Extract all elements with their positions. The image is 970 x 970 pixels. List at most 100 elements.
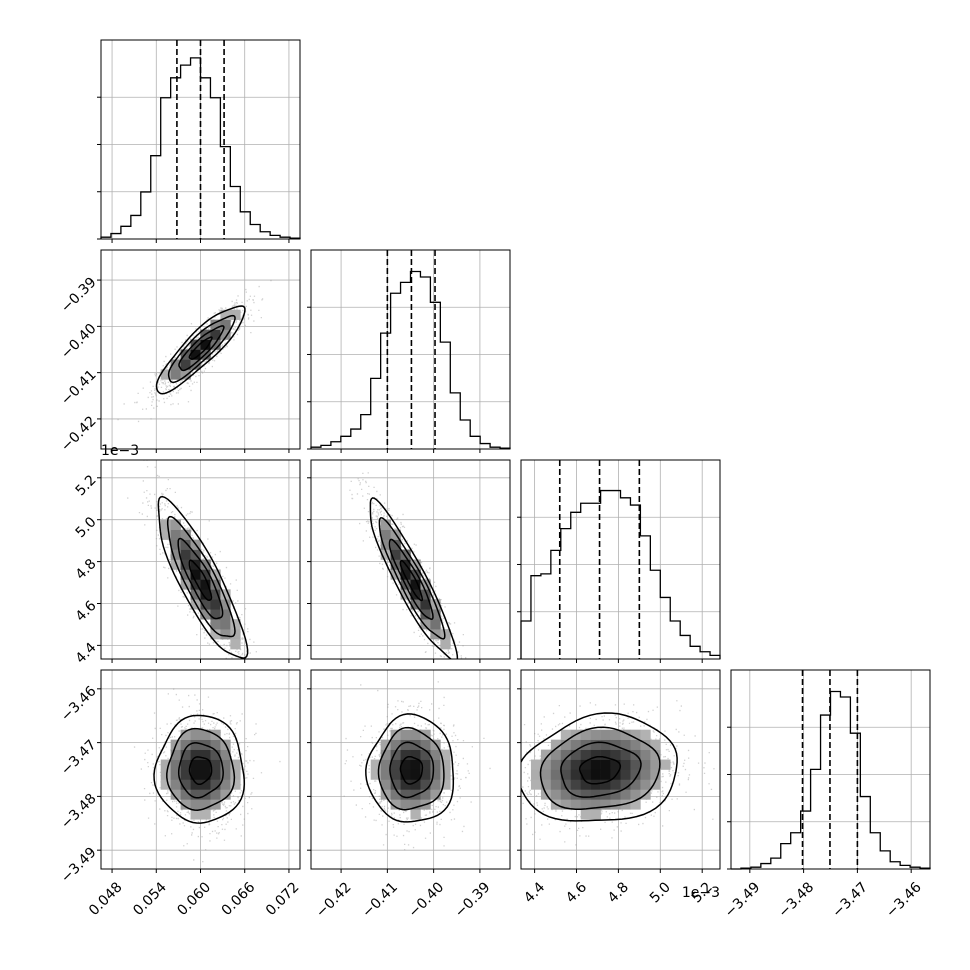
- density-cell: [230, 769, 241, 780]
- density-cell: [200, 609, 211, 620]
- xtick-label: 4.6: [563, 879, 590, 906]
- xtick-label: 4.8: [605, 879, 632, 906]
- density-cell: [540, 749, 552, 760]
- density-cell: [200, 569, 211, 580]
- density-cell: [180, 369, 191, 380]
- density-cell: [570, 749, 581, 760]
- density-cell: [190, 759, 201, 770]
- y-offset-label: 1e−3: [101, 443, 139, 459]
- density-cell: [420, 739, 431, 750]
- density-cell: [230, 779, 241, 790]
- density-cell: [220, 629, 231, 640]
- density-cell: [630, 739, 641, 750]
- density-cell: [380, 529, 391, 540]
- density-cell: [220, 759, 231, 770]
- density-cell: [560, 749, 572, 760]
- density-cell: [380, 759, 391, 770]
- density-cell: [190, 749, 201, 760]
- density-cell: [580, 729, 591, 740]
- density-cell: [390, 739, 401, 750]
- density-cell: [210, 769, 221, 780]
- density-cell: [210, 739, 221, 750]
- density-cell: [570, 769, 581, 780]
- density-cell: [410, 769, 421, 780]
- density-cell: [650, 739, 661, 750]
- diag-panel-1: [307, 249, 511, 453]
- panel-area: [311, 460, 510, 659]
- density-cell: [570, 799, 581, 810]
- panel-area: [101, 460, 300, 659]
- density-cell: [400, 749, 411, 760]
- ytick-label: −0.40: [58, 321, 100, 363]
- contour-3: [155, 305, 246, 395]
- density-cell: [610, 749, 621, 760]
- contour-2: [166, 727, 236, 811]
- xtick-label: −3.47: [829, 879, 871, 921]
- density-cell: [210, 609, 221, 620]
- density-cell: [550, 789, 562, 800]
- density-cell: [190, 569, 201, 580]
- contour-3: [521, 712, 678, 822]
- density-cell: [620, 779, 631, 790]
- density-cell: [200, 599, 211, 610]
- density-cell: [580, 759, 591, 770]
- density-cell: [590, 729, 601, 740]
- density-cell: [390, 779, 401, 790]
- xtick-label: 0.048: [86, 879, 126, 919]
- density-cell: [570, 789, 581, 800]
- xtick-label: −0.42: [313, 879, 355, 921]
- panel-frame: [100, 249, 301, 450]
- density-cell: [180, 359, 191, 370]
- density-cell: [170, 749, 181, 760]
- density-cell: [160, 759, 171, 770]
- density-cell: [600, 779, 611, 790]
- density-cell: [550, 769, 562, 780]
- density-cell: [170, 549, 181, 560]
- density-cell: [540, 759, 552, 770]
- density-cell: [440, 779, 451, 790]
- density-cell: [400, 769, 411, 780]
- density-cell: [620, 739, 631, 750]
- density-cell: [230, 619, 241, 630]
- contour-2: [539, 726, 661, 811]
- density-cell: [200, 779, 211, 790]
- density-cell: [200, 729, 211, 740]
- density-cell: [190, 349, 201, 360]
- density-cell: [410, 749, 421, 760]
- density-cell: [580, 809, 591, 820]
- density-cell: [380, 539, 391, 550]
- contour-0: [399, 755, 424, 785]
- density-cell: [540, 769, 552, 780]
- density-cell: [550, 739, 562, 750]
- density-cell: [420, 589, 431, 600]
- density-cell: [160, 779, 171, 790]
- density-cell: [180, 549, 191, 560]
- diag-panel-2: [517, 459, 721, 663]
- panel-1-0: [97, 249, 301, 453]
- density-cell: [650, 769, 661, 780]
- xtick-label: −3.46: [883, 879, 925, 921]
- density-cell: [160, 519, 171, 530]
- density-cell: [550, 779, 562, 790]
- contour-2: [167, 314, 236, 384]
- density-cell: [650, 749, 661, 760]
- panel-frame: [100, 669, 301, 870]
- density-cell: [620, 759, 631, 770]
- diag-panel-3: [727, 669, 931, 873]
- scatter-points: [133, 688, 281, 863]
- density-cell: [220, 789, 231, 800]
- contour-0: [188, 336, 213, 360]
- density-cell: [590, 769, 601, 780]
- density-cell: [530, 769, 542, 780]
- density-cell: [420, 579, 431, 590]
- density-cell: [220, 749, 231, 760]
- ytick-label: 4.4: [73, 640, 100, 667]
- xtick-label: −0.41: [359, 879, 401, 921]
- density-cell: [210, 589, 221, 600]
- density-cell: [580, 749, 591, 760]
- xtick-label: 0.054: [130, 879, 170, 919]
- xtick-label: −0.39: [452, 879, 494, 921]
- ytick-label: 5.2: [73, 472, 100, 499]
- density-cell: [590, 779, 601, 790]
- density-cell: [560, 729, 572, 740]
